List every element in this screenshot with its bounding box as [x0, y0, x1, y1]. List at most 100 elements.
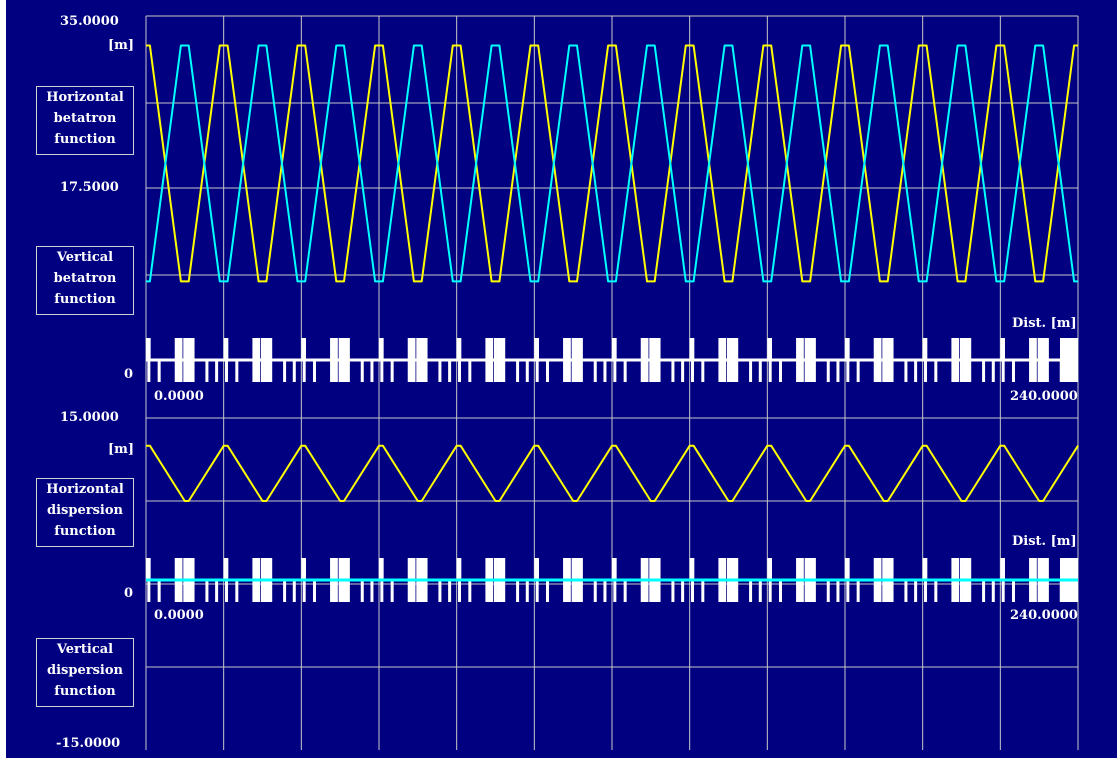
dispersion-unit-label: [m]	[108, 442, 135, 457]
lattice-upper-magnet	[545, 360, 549, 382]
lattice-lower-magnet	[205, 580, 209, 602]
lattice-lower-magnet	[726, 558, 730, 580]
lattice-lower-magnet	[390, 580, 394, 602]
lattice-upper-magnet	[884, 360, 894, 382]
lattice-lower-magnet	[962, 558, 972, 580]
lattice-lower-magnet	[882, 580, 886, 602]
lattice-upper-magnet	[691, 360, 695, 382]
lattice-upper-magnet	[767, 338, 772, 360]
lattice-upper-magnet	[157, 360, 161, 382]
vertical-betatron-line	[146, 44, 1078, 283]
lattice-upper-magnet	[438, 360, 442, 382]
lattice-upper-magnet	[496, 338, 506, 360]
lattice-lower-magnet	[263, 558, 273, 580]
lattice-upper-magnet	[951, 360, 960, 382]
lattice-upper-magnet	[563, 338, 571, 360]
lattice-lower-magnet	[438, 580, 442, 602]
lattice-lower-magnet	[534, 558, 539, 580]
lattice-lower-magnet	[767, 558, 772, 580]
lattice-lower-magnet	[456, 558, 462, 580]
beta-x-tick-start: 0.0000	[154, 389, 204, 404]
lattice-lower-magnet	[649, 580, 653, 602]
lattice-lower-magnet	[341, 558, 350, 580]
lattice-lower-magnet	[496, 558, 506, 580]
lattice-upper-magnet	[146, 338, 151, 360]
lattice-lower-magnet	[312, 580, 316, 602]
lattice-lower-magnet	[640, 580, 649, 602]
lattice-upper-magnet	[804, 360, 808, 382]
lattice-upper-magnet	[836, 360, 840, 382]
horizontal-dispersion-line	[146, 444, 1079, 502]
lattice-upper-magnet	[904, 360, 908, 382]
lattice-upper-magnet	[330, 360, 338, 382]
lattice-lower-magnet	[836, 580, 840, 602]
lattice-upper-magnet	[338, 360, 342, 382]
lattice-upper-magnet	[574, 360, 583, 382]
lattice-lower-magnet	[796, 580, 804, 602]
lattice-upper-magnet	[726, 338, 730, 360]
lattice-lower-magnet	[370, 580, 374, 602]
lattice-upper-magnet	[726, 360, 730, 382]
lattice-lower-magnet	[223, 558, 229, 580]
lattice-lower-magnet	[718, 580, 727, 602]
lattice-lower-magnet	[959, 580, 963, 602]
lattice-lower-magnet	[689, 558, 695, 580]
beta-x-tick-end: 240.0000	[1010, 389, 1078, 404]
legend-horizontal-dispersion: Horizontal dispersion function	[36, 478, 134, 547]
lattice-upper-magnet	[338, 338, 342, 360]
lattice-upper-magnet	[370, 360, 374, 382]
lattice-upper-magnet	[612, 338, 617, 360]
lattice-lower-magnet	[563, 558, 571, 580]
lattice-lower-magnet	[330, 558, 338, 580]
lattice-upper-magnet	[593, 360, 597, 382]
lattice-upper-magnet	[873, 338, 882, 360]
lattice-lower-magnet	[884, 558, 894, 580]
lattice-lower-magnet	[330, 580, 338, 602]
lattice-lower-magnet	[418, 558, 428, 580]
lattice-upper-magnet	[718, 338, 727, 360]
lattice-lower-magnet	[545, 580, 549, 602]
lattice-lower-magnet	[574, 580, 583, 602]
lattice-lower-magnet	[493, 580, 497, 602]
lattice-upper-magnet	[485, 360, 494, 382]
lattice-lower-magnet	[882, 558, 886, 580]
lattice-lower-magnet	[651, 580, 661, 602]
lattice-lower-magnet	[768, 580, 772, 602]
lattice-upper-magnet	[468, 360, 472, 382]
lattice-upper-magnet	[796, 360, 804, 382]
lattice-lower-magnet	[407, 558, 416, 580]
lattice-upper-magnet	[640, 338, 649, 360]
lattice-lower-magnet	[416, 558, 420, 580]
lattice-upper-magnet	[807, 338, 816, 360]
lattice-upper-magnet	[312, 360, 316, 382]
lattice-upper-magnet	[302, 360, 306, 382]
lattice-lower-magnet	[982, 580, 986, 602]
lattice-lower-magnet	[418, 580, 428, 602]
lattice-lower-magnet	[651, 558, 661, 580]
lattice-lower-magnet	[571, 580, 575, 602]
lattice-upper-magnet	[416, 338, 420, 360]
lattice-lower-magnet	[338, 580, 342, 602]
lattice-lower-magnet	[379, 558, 384, 580]
lattice-upper-magnet	[804, 338, 808, 360]
lattice-lower-magnet	[726, 580, 730, 602]
legend-vertical-betatron: Vertical betatron function	[36, 246, 134, 315]
lattice-upper-magnet	[493, 338, 497, 360]
lattice-lower-magnet	[951, 580, 960, 602]
lattice-lower-magnet	[407, 580, 416, 602]
lattice-upper-magnet	[718, 360, 727, 382]
lattice-lower-magnet	[1040, 580, 1049, 602]
lattice-lower-magnet	[174, 580, 183, 602]
dispersion-x-tick-start: 0.0000	[154, 608, 204, 623]
lattice-upper-magnet	[623, 360, 627, 382]
lattice-upper-magnet	[613, 360, 617, 382]
lattice-lower-magnet	[338, 558, 342, 580]
lattice-lower-magnet	[1037, 558, 1041, 580]
lattice-lower-magnet	[174, 558, 183, 580]
lattice-upper-magnet	[174, 338, 183, 360]
lattice-upper-magnet	[845, 338, 850, 360]
lattice-upper-magnet	[651, 338, 661, 360]
lattice-lower-magnet	[807, 580, 816, 602]
lattice-lower-magnet	[691, 580, 695, 602]
